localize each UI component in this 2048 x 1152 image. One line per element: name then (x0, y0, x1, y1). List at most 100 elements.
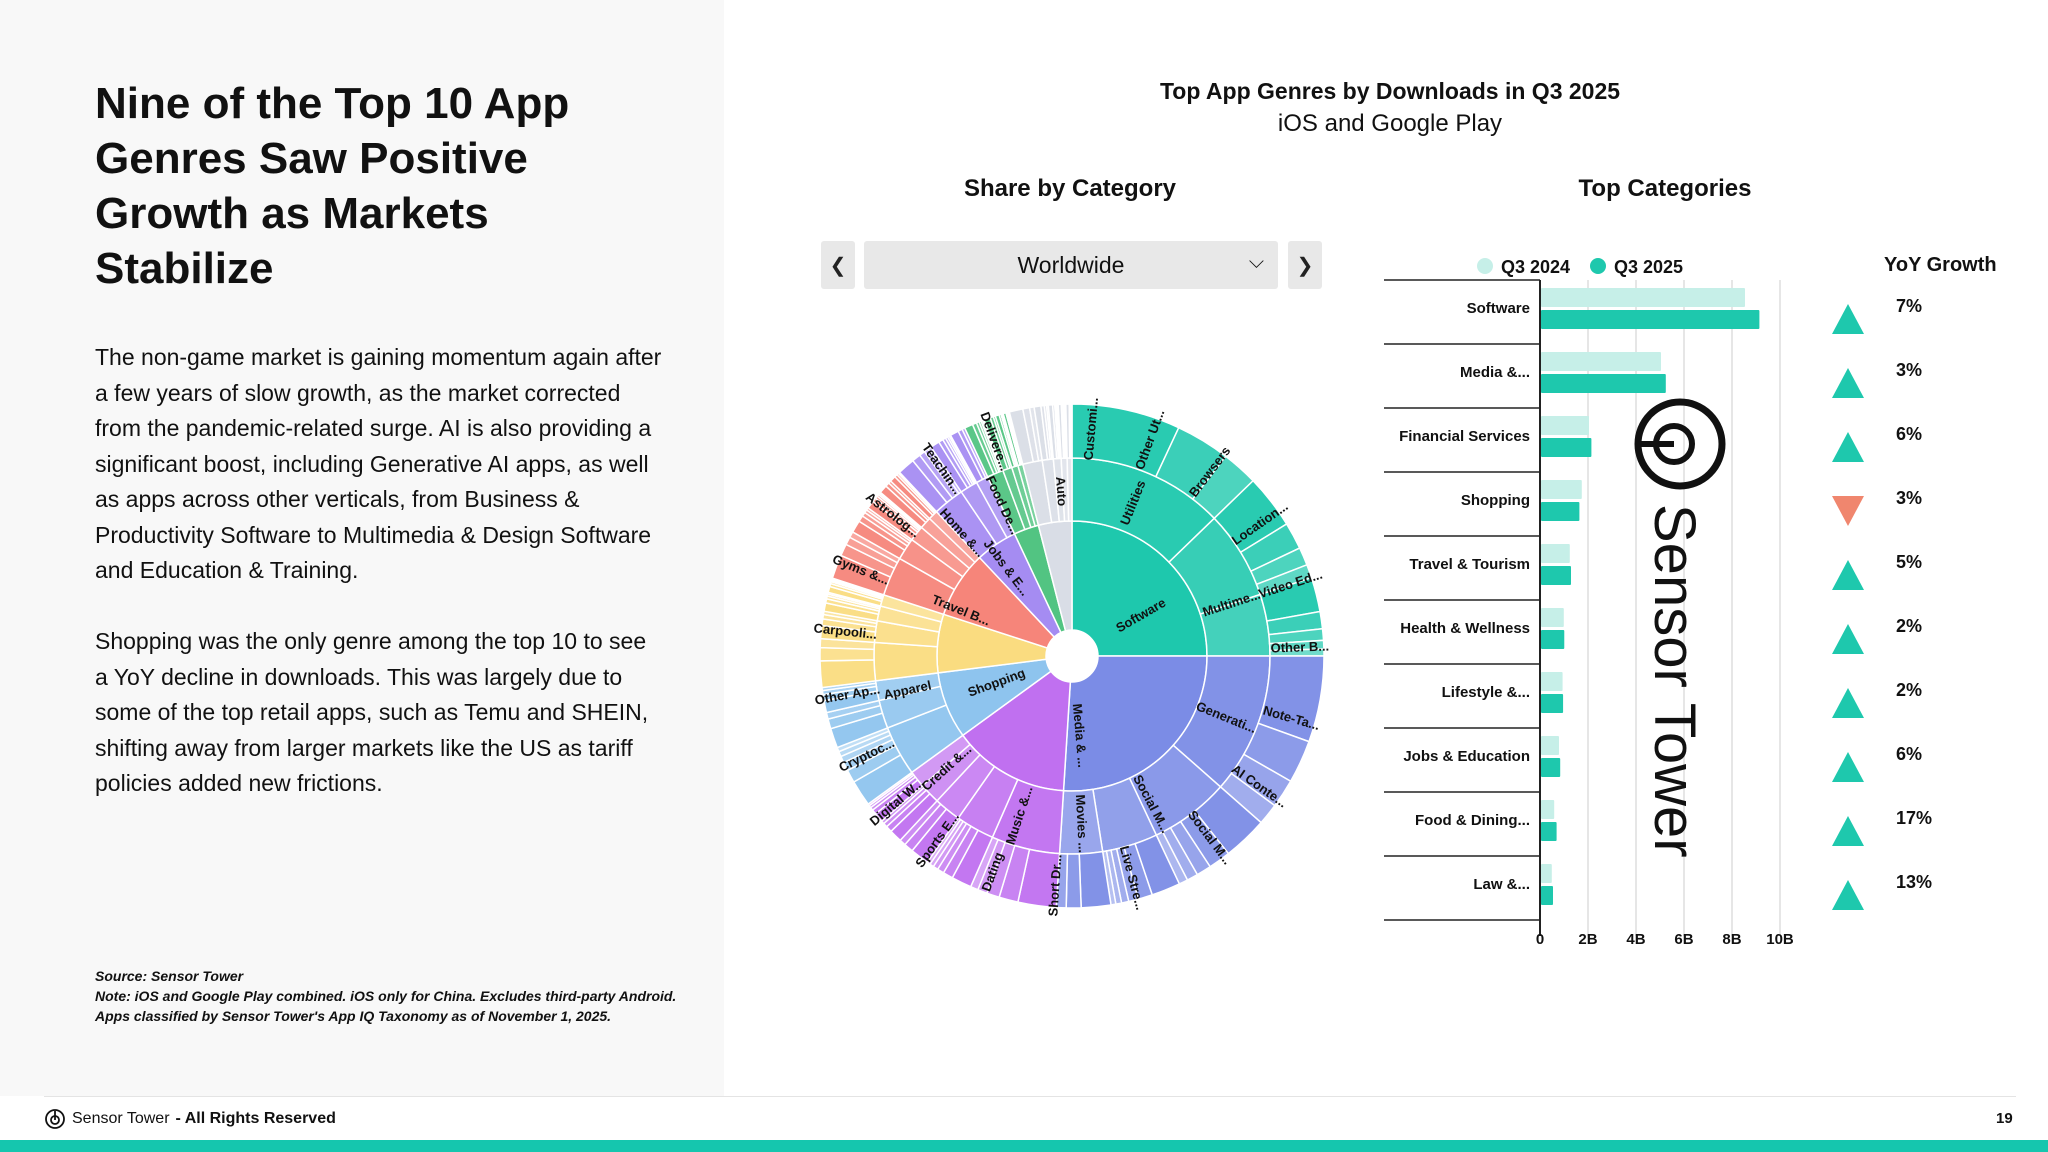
yoy-up-arrow-icon (1832, 304, 1864, 334)
sunburst-outer-slice (1065, 853, 1082, 909)
yoy-down-arrow-icon (1832, 496, 1864, 526)
sunburst-label: Carpooli... (813, 620, 878, 642)
bar-q3-2025 (1541, 822, 1557, 841)
yoy-value: 17% (1896, 808, 1932, 828)
yoy-value: 13% (1896, 872, 1932, 892)
footer-brand-name: Sensor Tower (72, 1110, 170, 1127)
bar-q3-2024 (1541, 608, 1564, 627)
yoy-value: 6% (1896, 744, 1922, 764)
x-tick-label: 6B (1674, 931, 1693, 948)
bar-q3-2024 (1541, 288, 1745, 307)
chart-title: Top App Genres by Downloads in Q3 2025 (1159, 78, 1621, 104)
bar-q3-2024 (1541, 800, 1555, 819)
legend-swatch (1590, 258, 1606, 274)
share-by-category-title: Share by Category (963, 175, 1177, 202)
sunburst-label: Short Dr... (1045, 854, 1064, 916)
accent-bar (0, 1140, 2048, 1152)
bar-q3-2025 (1541, 374, 1666, 393)
bar-q3-2025 (1541, 758, 1561, 777)
region-selected-value: Worldwide (1017, 251, 1125, 278)
bar-q3-2025 (1541, 310, 1760, 329)
category-label: Financial Services (1399, 428, 1530, 445)
prev-region-button[interactable]: ❮ (821, 241, 855, 289)
top-categories-title: Top Categories (1578, 175, 1752, 202)
bar-q3-2025 (1541, 694, 1564, 713)
x-tick-label: 4B (1626, 931, 1645, 948)
category-label: Shopping (1461, 492, 1530, 509)
body-paragraph-1: The non-game market is gaining momentum … (95, 344, 662, 583)
source-line: Source: Sensor Tower (95, 968, 244, 984)
bar-q3-2024 (1541, 672, 1563, 691)
x-tick-label: 8B (1722, 931, 1741, 948)
sensor-tower-watermark: Sensor Tower (1634, 398, 1726, 858)
yoy-up-arrow-icon (1832, 624, 1864, 654)
legend-label: Q3 2025 (1614, 257, 1683, 277)
note-line: Note: iOS and Google Play combined. iOS … (95, 988, 677, 1004)
sunburst-label: Movies ... (1073, 794, 1091, 853)
category-label: Media &... (1460, 364, 1530, 381)
yoy-value: 5% (1896, 552, 1922, 572)
category-label: Food & Dining... (1415, 812, 1530, 829)
sunburst-label: Other B... (1270, 638, 1329, 655)
x-tick-label: 0 (1536, 931, 1544, 948)
category-label: Software (1467, 300, 1530, 317)
bar-q3-2025 (1541, 438, 1592, 457)
next-region-button[interactable]: ❯ (1288, 241, 1322, 289)
sunburst-label: Customi... (1081, 397, 1101, 461)
bar-chart: Q3 2024 Q3 2025 YoY Growth Software 7% Media … (1384, 254, 1997, 948)
yoy-value: 3% (1896, 488, 1922, 508)
bar-q3-2025 (1541, 886, 1553, 905)
left-panel (0, 0, 724, 1096)
bar-q3-2025 (1541, 502, 1580, 521)
yoy-up-arrow-icon (1832, 688, 1864, 718)
bar-q3-2024 (1541, 544, 1570, 563)
bar-legend: Q3 2024 Q3 2025 (1477, 257, 1683, 277)
yoy-up-arrow-icon (1832, 752, 1864, 782)
chart-subtitle: iOS and Google Play (1277, 110, 1503, 137)
yoy-up-arrow-icon (1832, 432, 1864, 462)
footer-rights: - All Rights Reserved (175, 1110, 336, 1127)
yoy-value: 2% (1896, 680, 1922, 700)
bar-q3-2024 (1541, 416, 1589, 435)
category-label: Jobs & Education (1403, 748, 1530, 765)
region-dropdown[interactable]: Worldwide ⌵ (864, 241, 1278, 289)
yoy-value: 6% (1896, 424, 1922, 444)
chevron-left-icon: ❮ (829, 254, 847, 277)
sunburst-label: Auto (1053, 476, 1070, 507)
sensor-tower-logo-icon (45, 1109, 65, 1129)
taxonomy-line: Apps classified by Sensor Tower's App IQ… (95, 1008, 612, 1024)
bar-q3-2025 (1541, 630, 1565, 649)
page-number: 19 (1996, 1110, 2013, 1127)
sunburst-label: Media & ... (1070, 703, 1091, 768)
category-label: Travel & Tourism (1409, 556, 1530, 573)
sunburst-outer-slice (1070, 403, 1073, 459)
legend-label: Q3 2024 (1501, 257, 1570, 277)
bar-q3-2024 (1541, 352, 1661, 371)
source-note: Source: Sensor Tower Note: iOS and Googl… (95, 966, 676, 1026)
watermark-text: Sensor Tower (1642, 504, 1707, 858)
bar-q3-2025 (1541, 566, 1571, 585)
footer-brand: Sensor Tower - All Rights Reserved (44, 1108, 336, 1130)
category-label: Law &... (1473, 876, 1530, 893)
footer-divider (44, 1096, 2016, 1097)
x-tick-label: 2B (1578, 931, 1597, 948)
body-paragraph-2: Shopping was the only genre among the to… (95, 628, 649, 796)
category-label: Health & Wellness (1400, 620, 1530, 637)
yoy-value: 3% (1896, 360, 1922, 380)
page-headline: Nine of the Top 10 App Genres Saw Positi… (95, 79, 570, 293)
bar-q3-2024 (1541, 864, 1552, 883)
yoy-up-arrow-icon (1832, 816, 1864, 846)
yoy-up-arrow-icon (1832, 560, 1864, 590)
legend-swatch (1477, 258, 1493, 274)
chevron-right-icon: ❯ (1296, 254, 1314, 277)
yoy-title: YoY Growth (1884, 254, 1997, 276)
yoy-value: 2% (1896, 616, 1922, 636)
yoy-up-arrow-icon (1832, 880, 1864, 910)
bar-q3-2024 (1541, 736, 1559, 755)
category-label: Lifestyle &... (1442, 684, 1530, 701)
yoy-up-arrow-icon (1832, 368, 1864, 398)
x-tick-label: 10B (1766, 931, 1794, 948)
yoy-value: 7% (1896, 296, 1922, 316)
chevron-down-icon: ⌵ (1248, 251, 1264, 273)
